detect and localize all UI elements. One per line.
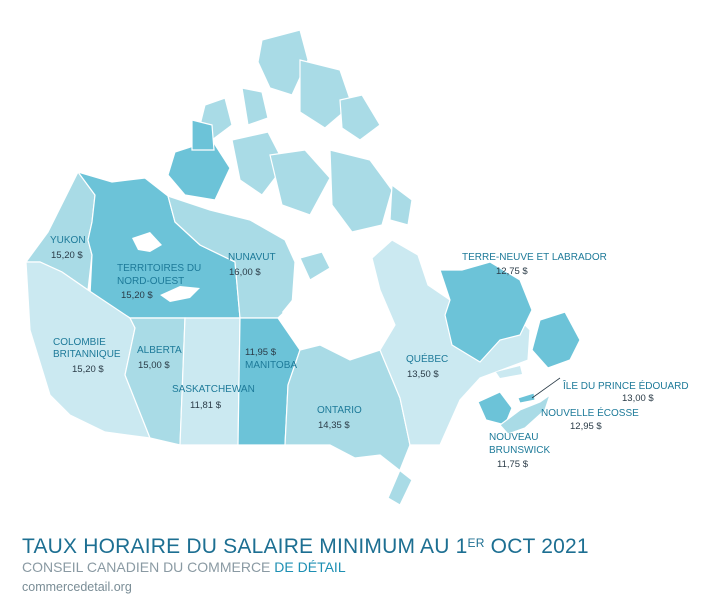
page-title: TAUX HORAIRE DU SALAIRE MINIMUM AU 1ER O… bbox=[22, 535, 589, 559]
organization-name: CONSEIL CANADIEN DU COMMERCE DE DÉTAIL bbox=[22, 559, 346, 575]
title-superscript: ER bbox=[467, 536, 485, 550]
anticosti-island bbox=[496, 366, 522, 378]
website-url: commercedetail.org bbox=[22, 580, 132, 594]
title-main: TAUX HORAIRE DU SALAIRE MINIMUM AU 1 bbox=[22, 535, 468, 558]
great-slave-lake bbox=[160, 286, 200, 302]
value-nunavut: 16,00 $ bbox=[229, 267, 261, 278]
great-bear-lake bbox=[132, 232, 162, 252]
label-alberta: ALBERTA bbox=[137, 345, 182, 356]
label-newfoundland: TERRE-NEUVE ET LABRADOR bbox=[462, 252, 607, 263]
arctic-islands bbox=[167, 29, 413, 281]
pei-leader-line bbox=[531, 377, 561, 399]
label-manitoba: MANITOBA bbox=[245, 360, 297, 371]
value-bc: 15,20 $ bbox=[72, 364, 104, 375]
label-new-brunswick-2: BRUNSWICK bbox=[489, 445, 550, 456]
province-pei bbox=[517, 392, 536, 404]
value-pei: 13,00 $ bbox=[622, 393, 654, 404]
province-nova-scotia bbox=[499, 393, 552, 435]
value-alberta: 15,00 $ bbox=[138, 360, 170, 371]
province-new-brunswick bbox=[477, 391, 513, 426]
label-new-brunswick-1: NOUVEAU bbox=[489, 432, 538, 443]
label-saskatchewan: SASKATCHEWAN bbox=[172, 384, 255, 395]
value-yukon: 15,20 $ bbox=[51, 250, 83, 261]
label-ontario: ONTARIO bbox=[317, 405, 362, 416]
province-saskatchewan bbox=[179, 317, 241, 446]
label-nunavut: NUNAVUT bbox=[228, 252, 276, 263]
province-newfoundland bbox=[439, 261, 533, 363]
island-newfoundland bbox=[531, 311, 581, 369]
hudson-bay bbox=[282, 282, 395, 360]
value-new-brunswick: 11,75 $ bbox=[497, 459, 529, 470]
value-nwt: 15,20 $ bbox=[121, 290, 153, 301]
label-pei: ÎLE DU PRINCE ÉDOUARD bbox=[562, 379, 689, 392]
label-nwt-1: TERRITOIRES DU bbox=[117, 263, 201, 274]
value-quebec: 13,50 $ bbox=[407, 369, 439, 380]
value-ontario: 14,35 $ bbox=[318, 420, 350, 431]
label-nwt-2: NORD-OUEST bbox=[117, 276, 184, 287]
value-manitoba: 11,95 $ bbox=[245, 347, 277, 358]
label-yukon: YUKON bbox=[50, 235, 86, 246]
title-end: OCT 2021 bbox=[484, 535, 589, 558]
label-bc-1: COLOMBIE bbox=[53, 337, 106, 348]
canada-map: YUKON 15,20 $ TERRITOIRES DU NORD-OUEST … bbox=[24, 29, 689, 506]
value-nova-scotia: 12,95 $ bbox=[570, 421, 602, 432]
value-saskatchewan: 11,81 $ bbox=[190, 400, 222, 411]
subtitle-accent: DE DÉTAIL bbox=[274, 559, 346, 575]
subtitle-main: CONSEIL CANADIEN DU COMMERCE bbox=[22, 559, 275, 575]
label-bc-2: BRITANNIQUE bbox=[53, 349, 121, 360]
label-quebec: QUÉBEC bbox=[406, 352, 448, 365]
value-newfoundland: 12,75 $ bbox=[496, 266, 528, 277]
label-nova-scotia: NOUVELLE ÉCOSSE bbox=[541, 406, 639, 419]
province-ontario bbox=[284, 344, 413, 506]
